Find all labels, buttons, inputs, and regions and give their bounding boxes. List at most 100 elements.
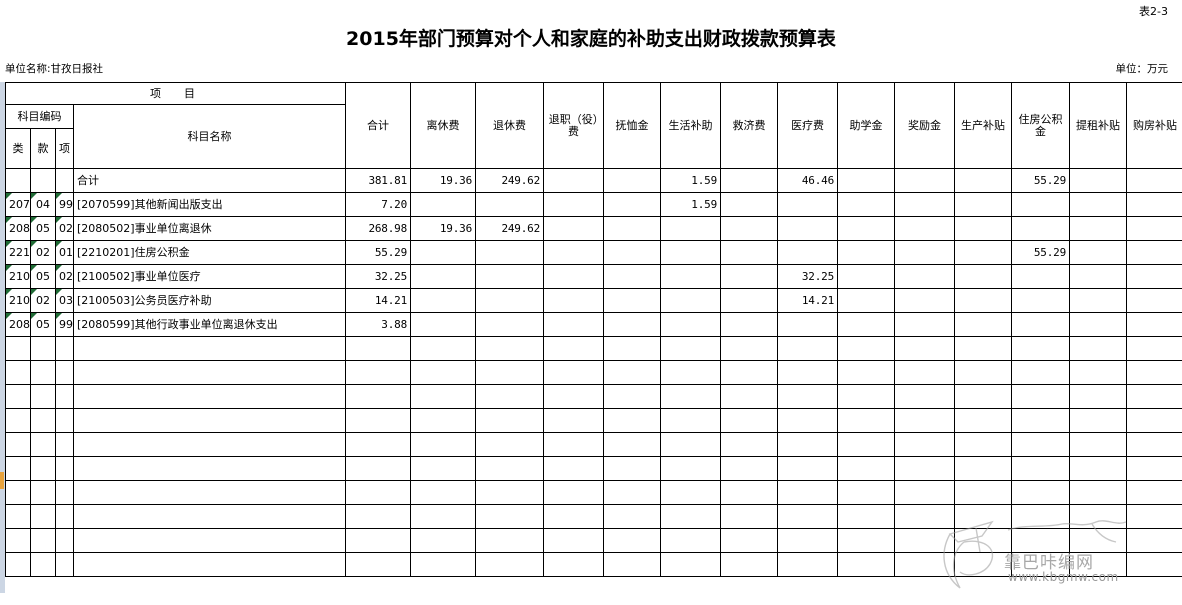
cell-empty[interactable] bbox=[345, 552, 411, 577]
table-row-empty[interactable] bbox=[5, 504, 1182, 529]
cell-empty[interactable] bbox=[660, 408, 721, 433]
cell-empty[interactable] bbox=[475, 456, 544, 481]
cell-empty[interactable] bbox=[410, 336, 476, 361]
cell-value[interactable] bbox=[954, 168, 1012, 193]
cell-empty[interactable] bbox=[720, 408, 778, 433]
cell-value[interactable] bbox=[603, 240, 661, 265]
cell-value[interactable] bbox=[603, 216, 661, 241]
cell-empty[interactable] bbox=[5, 504, 31, 529]
cell-empty[interactable] bbox=[1069, 456, 1127, 481]
cell-empty[interactable] bbox=[543, 456, 604, 481]
cell-empty[interactable] bbox=[777, 360, 838, 385]
cell-value[interactable] bbox=[1069, 192, 1127, 217]
cell-code-class[interactable]: 208 bbox=[5, 312, 31, 337]
cell-empty[interactable] bbox=[954, 360, 1012, 385]
cell-empty[interactable] bbox=[543, 528, 604, 553]
cell-empty[interactable] bbox=[55, 360, 74, 385]
cell-value[interactable] bbox=[954, 312, 1012, 337]
cell-code-item[interactable]: 03 bbox=[55, 288, 74, 313]
cell-empty[interactable] bbox=[30, 408, 56, 433]
cell-value[interactable] bbox=[1069, 240, 1127, 265]
cell-value[interactable] bbox=[1069, 168, 1127, 193]
cell-empty[interactable] bbox=[1126, 408, 1182, 433]
cell-value[interactable] bbox=[475, 240, 544, 265]
cell-value[interactable] bbox=[543, 312, 604, 337]
cell-value[interactable] bbox=[603, 288, 661, 313]
cell-empty[interactable] bbox=[30, 528, 56, 553]
cell-value[interactable] bbox=[894, 240, 955, 265]
cell-value[interactable] bbox=[1126, 192, 1182, 217]
cell-empty[interactable] bbox=[837, 552, 895, 577]
table-row[interactable]: 210 05 02 [2100502]事业单位医疗 32.25 32.25 bbox=[5, 264, 1182, 289]
cell-empty[interactable] bbox=[475, 552, 544, 577]
cell-empty[interactable] bbox=[1126, 384, 1182, 409]
cell-empty[interactable] bbox=[660, 480, 721, 505]
cell-value[interactable] bbox=[410, 240, 476, 265]
cell-value[interactable]: 19.36 bbox=[410, 168, 476, 193]
cell-empty[interactable] bbox=[660, 384, 721, 409]
cell-empty[interactable] bbox=[30, 552, 56, 577]
cell-code-item[interactable]: 02 bbox=[55, 264, 74, 289]
cell-subject-name[interactable]: [2070599]其他新闻出版支出 bbox=[73, 192, 346, 217]
cell-value[interactable] bbox=[777, 312, 838, 337]
cell-value[interactable] bbox=[1011, 288, 1070, 313]
cell-code-class[interactable]: 207 bbox=[5, 192, 31, 217]
cell-value[interactable] bbox=[660, 264, 721, 289]
cell-empty[interactable] bbox=[1126, 552, 1182, 577]
cell-empty[interactable] bbox=[1069, 528, 1127, 553]
cell-empty[interactable] bbox=[30, 360, 56, 385]
cell-value[interactable] bbox=[1011, 216, 1070, 241]
cell-value[interactable]: 55.29 bbox=[345, 240, 411, 265]
cell-empty[interactable] bbox=[660, 360, 721, 385]
table-row-empty[interactable] bbox=[5, 408, 1182, 433]
cell-code-section[interactable]: 02 bbox=[30, 240, 56, 265]
cell-empty[interactable] bbox=[837, 480, 895, 505]
cell-empty[interactable] bbox=[1011, 384, 1070, 409]
cell-empty[interactable] bbox=[5, 480, 31, 505]
cell-code-section[interactable]: 05 bbox=[30, 312, 56, 337]
cell-subject-name[interactable]: [2100502]事业单位医疗 bbox=[73, 264, 346, 289]
cell-value[interactable] bbox=[777, 216, 838, 241]
cell-empty[interactable] bbox=[543, 408, 604, 433]
cell-empty[interactable] bbox=[73, 456, 346, 481]
cell-value[interactable] bbox=[410, 192, 476, 217]
cell-empty[interactable] bbox=[603, 456, 661, 481]
cell-value[interactable] bbox=[777, 240, 838, 265]
cell-value[interactable] bbox=[1011, 192, 1070, 217]
cell-empty[interactable] bbox=[55, 504, 74, 529]
cell-empty[interactable] bbox=[1069, 360, 1127, 385]
cell-empty[interactable] bbox=[837, 408, 895, 433]
cell-empty[interactable] bbox=[345, 336, 411, 361]
table-row-empty[interactable] bbox=[5, 384, 1182, 409]
cell-value[interactable] bbox=[837, 192, 895, 217]
cell-empty[interactable] bbox=[837, 528, 895, 553]
cell-empty[interactable] bbox=[1069, 336, 1127, 361]
cell-empty[interactable] bbox=[73, 480, 346, 505]
cell-empty[interactable] bbox=[1011, 480, 1070, 505]
cell-code-section[interactable] bbox=[30, 168, 56, 193]
cell-empty[interactable] bbox=[30, 432, 56, 457]
cell-code-item[interactable]: 01 bbox=[55, 240, 74, 265]
cell-empty[interactable] bbox=[543, 552, 604, 577]
cell-value[interactable] bbox=[720, 192, 778, 217]
cell-value[interactable] bbox=[543, 216, 604, 241]
cell-empty[interactable] bbox=[475, 432, 544, 457]
cell-empty[interactable] bbox=[603, 480, 661, 505]
cell-empty[interactable] bbox=[720, 336, 778, 361]
cell-empty[interactable] bbox=[345, 384, 411, 409]
cell-empty[interactable] bbox=[894, 384, 955, 409]
table-row[interactable]: 210 02 03 [2100503]公务员医疗补助 14.21 14.21 bbox=[5, 288, 1182, 313]
cell-empty[interactable] bbox=[1011, 528, 1070, 553]
cell-empty[interactable] bbox=[1069, 552, 1127, 577]
cell-code-class[interactable]: 210 bbox=[5, 264, 31, 289]
cell-empty[interactable] bbox=[5, 552, 31, 577]
cell-empty[interactable] bbox=[954, 504, 1012, 529]
cell-empty[interactable] bbox=[720, 552, 778, 577]
cell-value[interactable] bbox=[660, 240, 721, 265]
cell-value[interactable] bbox=[475, 264, 544, 289]
cell-value[interactable] bbox=[720, 264, 778, 289]
cell-empty[interactable] bbox=[1011, 456, 1070, 481]
cell-empty[interactable] bbox=[777, 504, 838, 529]
cell-code-section[interactable]: 04 bbox=[30, 192, 56, 217]
